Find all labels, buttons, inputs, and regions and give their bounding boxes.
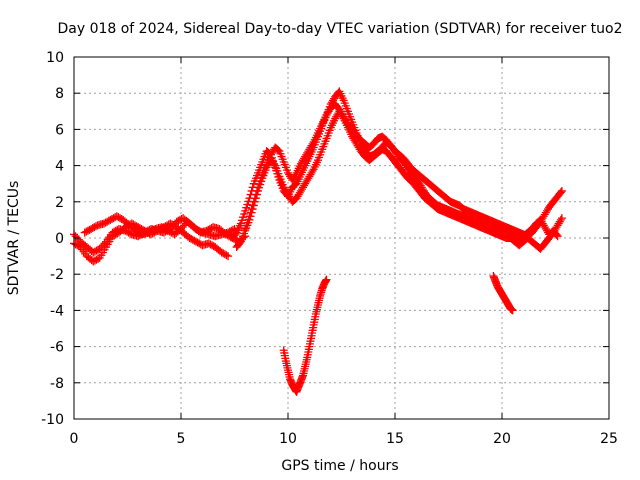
y-tick-label: 10: [46, 50, 64, 66]
data-point-marker: [322, 275, 331, 284]
y-tick-label: 6: [55, 122, 64, 138]
y-tick-label: -8: [50, 376, 64, 392]
data-point-marker: [270, 159, 279, 168]
series-arc-6: [241, 100, 566, 241]
data-point-marker: [222, 251, 231, 260]
data-point-marker: [508, 306, 517, 315]
data-point-marker: [235, 238, 244, 247]
data-point-marker: [308, 139, 317, 148]
data-point-marker: [247, 205, 256, 214]
data-points: [70, 87, 566, 396]
x-axis-label: GPS time / hours: [281, 458, 398, 474]
data-point-marker: [249, 197, 258, 206]
y-tick-label: 4: [55, 159, 64, 175]
data-point-marker: [557, 186, 566, 195]
y-tick-label: -2: [50, 267, 64, 283]
x-tick-label: 15: [386, 431, 404, 447]
y-tick-label: -10: [41, 412, 64, 428]
y-axis-label: SDTVAR / TECUs: [6, 181, 22, 296]
data-point-marker: [248, 201, 257, 210]
y-tick-label: 0: [55, 231, 64, 247]
x-tick-label: 10: [279, 431, 297, 447]
data-point-marker: [308, 167, 317, 176]
data-point-marker: [556, 188, 565, 197]
data-point-marker: [557, 214, 566, 223]
series-arc-8: [489, 272, 517, 315]
x-tick-label: 20: [493, 431, 511, 447]
x-tick-label: 5: [177, 431, 186, 447]
data-point-marker: [291, 170, 300, 179]
data-point-marker: [251, 190, 260, 199]
x-axis-ticks: 0 5 10 15 20 25: [70, 57, 618, 447]
y-axis-ticks: -10 -8 -6 -4 -2 0 2 4 6 8 10: [41, 50, 609, 428]
data-point-marker: [553, 232, 562, 241]
data-point-marker: [224, 252, 233, 261]
y-tick-label: -4: [50, 303, 64, 319]
chart-title: Day 018 of 2024, Sidereal Day-to-day VTE…: [57, 21, 622, 37]
x-tick-label: 0: [70, 431, 79, 447]
data-point-marker: [252, 186, 261, 195]
data-point-marker: [245, 212, 254, 221]
data-point-marker: [556, 215, 565, 224]
x-tick-label: 25: [600, 431, 618, 447]
series-arc-5: [232, 107, 566, 253]
series-arc-7: [279, 275, 331, 396]
y-tick-label: 8: [55, 86, 64, 102]
data-point-marker: [250, 194, 259, 203]
y-tick-label: -6: [50, 340, 64, 356]
y-tick-label: 2: [55, 195, 64, 211]
data-point-marker: [246, 208, 255, 217]
